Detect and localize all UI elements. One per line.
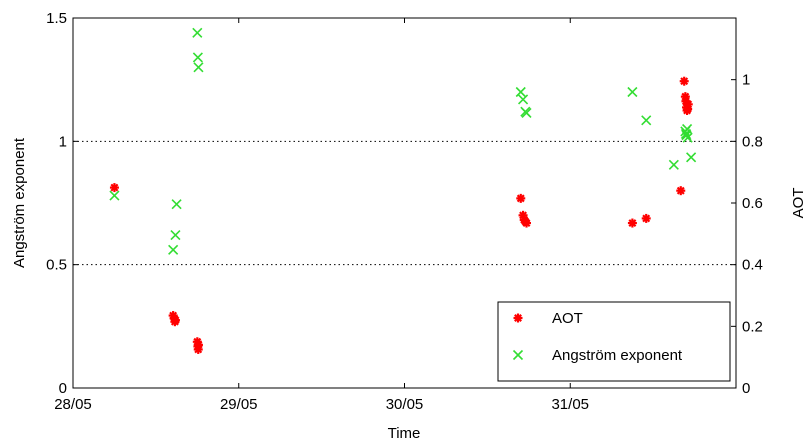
angstrom-point [109,190,120,201]
y-right-tick-label: 0.8 [742,133,763,150]
aot-point [683,99,693,109]
y-left-tick-label: 1 [59,133,67,150]
legend-marker-angstrom [512,349,524,361]
angstrom-point [192,27,203,38]
legend-label-aot: AOT [552,310,583,327]
y-left-tick-label: 0 [59,380,67,397]
x-tick-label: 29/05 [220,396,258,413]
angstrom-point [192,52,203,63]
legend-box [497,301,731,382]
x-tick-label: 30/05 [386,396,424,413]
legend: AOT Angström exponent [497,301,731,382]
legend-marker-aot [513,313,523,323]
angstrom-point [168,244,179,255]
aot-point [676,186,686,196]
y-right-tick-label: 0.4 [742,257,763,274]
y-right-tick-label: 1 [742,72,750,89]
y-right-tick-label: 0.6 [742,195,763,212]
y-axis-title-right: AOT [790,188,807,219]
aot-point [109,183,119,193]
angstrom-point [521,107,532,119]
aot-point [627,218,637,228]
y-right-tick-label: 0 [742,380,750,397]
axes: 0 0.5 1 1.5 0 0.2 0.4 0.6 0.8 1 28/05 29/05 30/05 31/… [46,10,763,413]
x-axis-title: Time [388,425,421,442]
aot-point [193,340,203,350]
x-tick-label: 28/05 [54,396,92,413]
angstrom-point [627,86,638,98]
chart-marks [109,27,697,354]
angstrom-point [641,115,652,126]
aot-point [522,218,532,228]
angstrom-point [682,123,693,135]
angstrom-point [668,159,679,170]
angstrom-point [171,199,182,210]
angstrom-point [682,132,693,143]
aot-point [170,315,180,325]
angstrom-point [686,152,697,163]
x-tick-label: 31/05 [551,396,589,413]
angstrom-point [170,230,181,241]
legend-angstrom-marker [512,349,524,361]
angstrom-point [517,94,529,105]
angstrom-point [515,86,526,98]
legend-aot-marker [513,313,523,323]
y-right-tick-label: 0.2 [742,318,763,335]
angstrom-point [193,62,204,73]
y-axis-title-left: Angström exponent [11,137,28,268]
aot-point [516,193,526,203]
aot-point [641,213,651,223]
y-left-tick-label: 1.5 [46,10,67,27]
y-left-tick-label: 0.5 [46,257,67,274]
aot-point [679,76,689,86]
legend-label-angstrom: Angström exponent [552,347,683,364]
